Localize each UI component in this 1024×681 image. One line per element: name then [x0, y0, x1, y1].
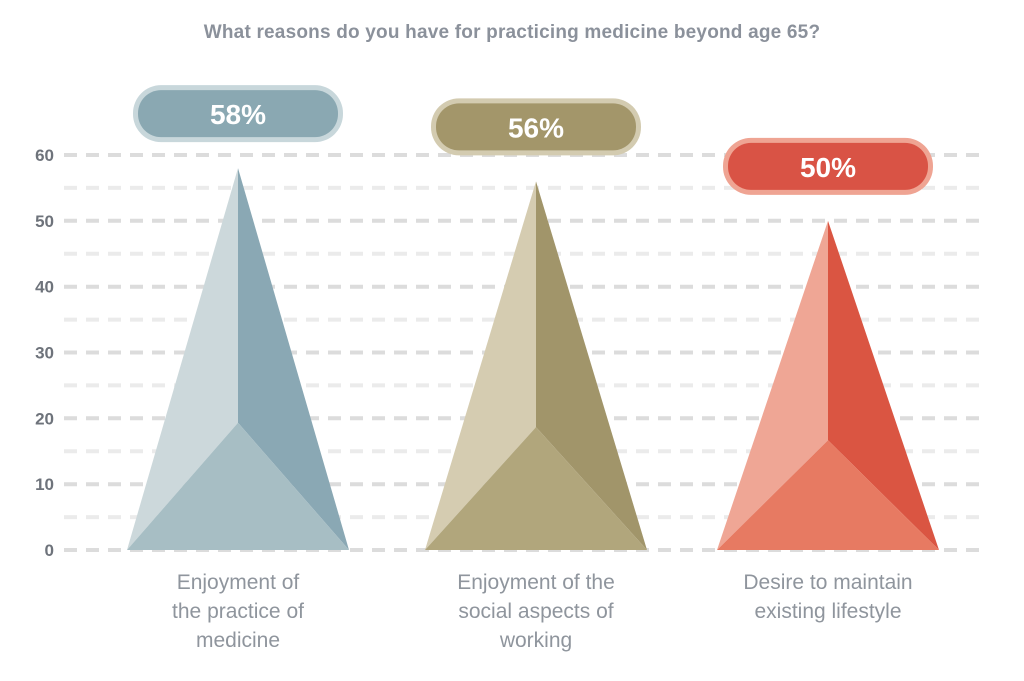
pyramid-left-face: [425, 181, 536, 551]
y-tick-label: 0: [45, 541, 54, 560]
y-tick-label: 60: [35, 146, 54, 165]
category-label: Enjoyment of the practice of medicine: [172, 571, 304, 652]
pyramid-left-face: [127, 168, 238, 550]
value-badge-label: 58%: [210, 99, 266, 130]
category-label: Desire to maintain existing lifestyle: [743, 571, 912, 623]
pyramid-right-face: [828, 220, 939, 551]
y-tick-label: 10: [35, 475, 54, 494]
chart-title: What reasons do you have for practicing …: [203, 22, 821, 43]
pyramid-bar: 58% Enjoyment of the practice of medicine: [127, 85, 349, 652]
pyramid-bottom-face: [717, 440, 939, 550]
y-tick-label: 40: [35, 278, 54, 297]
y-tick-label: 50: [35, 212, 54, 231]
value-badge: [728, 142, 928, 190]
pyramid-left-face: [717, 220, 828, 551]
pyramid-bar: 56% Enjoyment of the social aspects of work…: [425, 98, 647, 652]
value-badge: [138, 90, 338, 138]
pyramid-bottom-face: [425, 427, 647, 550]
y-tick-label: 30: [35, 344, 54, 363]
y-tick-label: 20: [35, 409, 54, 428]
value-badge: [436, 103, 636, 151]
pyramid-bottom-face: [127, 422, 349, 550]
pyramid-right-face: [536, 181, 647, 551]
value-badge-label: 50%: [800, 152, 856, 183]
pyramid-bar: 50% Desire to maintain existing lifestyle: [717, 137, 939, 623]
category-label: Enjoyment of the social aspects of working: [457, 571, 615, 652]
pyramid-right-face: [238, 168, 349, 550]
value-badge-label: 56%: [508, 112, 564, 143]
